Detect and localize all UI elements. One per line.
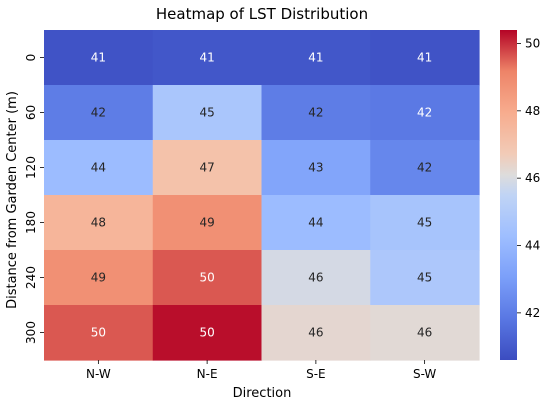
heatmap-cells: [44, 30, 480, 361]
heatmap-cell: [261, 195, 371, 251]
cell-value-label: 41: [417, 51, 432, 65]
colorbar-tick-label: 48: [525, 104, 540, 118]
heatmap-cell: [370, 30, 480, 86]
y-axis-ticks: 0 60 120 180 240 300: [24, 54, 44, 344]
heatmap-cell: [152, 305, 263, 361]
heatmap-cell: [152, 250, 263, 306]
cell-value-label: 46: [308, 271, 323, 285]
heatmap-cell: [44, 250, 154, 306]
cell-value-label: 44: [308, 216, 323, 230]
colorbar-tick-label: 46: [525, 171, 540, 185]
heatmap-cell: [44, 305, 154, 361]
chart-title: Heatmap of LST Distribution: [156, 5, 368, 23]
cell-value-label: 42: [417, 106, 432, 120]
x-axis-ticks: N-W N-E S-E S-W: [86, 360, 436, 381]
cell-value-label: 42: [308, 106, 323, 120]
cell-value-label: 41: [91, 51, 106, 65]
heatmap-cell: [261, 140, 371, 196]
colorbar-ticks: 42 44 46 48 50: [517, 36, 540, 320]
colorbar-tick-label: 44: [525, 239, 540, 253]
colorbar: [500, 30, 517, 360]
heatmap-cell: [261, 85, 371, 141]
heatmap-cell: [152, 85, 263, 141]
x-tick-label: S-W: [413, 367, 436, 381]
heatmap-cell: [370, 85, 480, 141]
cell-value-label: 41: [308, 51, 323, 65]
heatmap-cell: [44, 30, 154, 86]
x-axis-label: Direction: [233, 386, 292, 400]
y-tick-label: 240: [24, 266, 38, 289]
heatmap-cell: [44, 195, 154, 251]
heatmap-cell: [370, 250, 480, 306]
heatmap-cell: [152, 140, 263, 196]
cell-value-label: 50: [199, 326, 214, 340]
cell-value-label: 46: [308, 326, 323, 340]
heatmap-cell: [370, 195, 480, 251]
heatmap-cell: [370, 140, 480, 196]
cell-value-label: 42: [91, 106, 106, 120]
y-tick-label: 180: [24, 211, 38, 234]
heatmap-cell: [261, 250, 371, 306]
cell-value-label: 49: [199, 216, 214, 230]
cell-value-label: 50: [91, 326, 106, 340]
cell-value-label: 47: [199, 161, 214, 175]
cell-value-label: 43: [308, 161, 323, 175]
heatmap-cell: [152, 195, 263, 251]
colorbar-tick-label: 42: [525, 306, 540, 320]
cell-value-label: 41: [199, 51, 214, 65]
heatmap-cell: [44, 85, 154, 141]
cell-value-label: 45: [199, 106, 214, 120]
heatmap-cell-labels: 41 41 41 41 42 45 42 42 44 47 43 42 48 49 44 45 49 50 46 45…: [91, 51, 433, 340]
cell-value-label: 48: [91, 216, 106, 230]
cell-value-label: 45: [417, 216, 432, 230]
heatmap-cell: [261, 30, 371, 86]
y-axis-label: Distance from Garden Center (m): [5, 91, 20, 309]
heatmap-cell: [44, 140, 154, 196]
cell-value-label: 49: [91, 271, 106, 285]
y-tick-label: 300: [24, 321, 38, 344]
cell-value-label: 50: [199, 271, 214, 285]
cell-value-label: 44: [91, 161, 106, 175]
cell-value-label: 46: [417, 326, 432, 340]
x-tick-label: N-E: [197, 367, 218, 381]
heatmap-cell: [261, 305, 371, 361]
y-tick-label: 120: [24, 156, 38, 179]
heatmap-cell: [152, 30, 263, 86]
colorbar-tick-label: 50: [525, 36, 540, 50]
x-tick-label: N-W: [86, 367, 111, 381]
x-tick-label: S-E: [306, 367, 326, 381]
y-tick-label: 0: [24, 54, 38, 62]
y-tick-label: 60: [24, 105, 38, 120]
cell-value-label: 42: [417, 161, 432, 175]
heatmap-cell: [370, 305, 480, 361]
cell-value-label: 45: [417, 271, 432, 285]
